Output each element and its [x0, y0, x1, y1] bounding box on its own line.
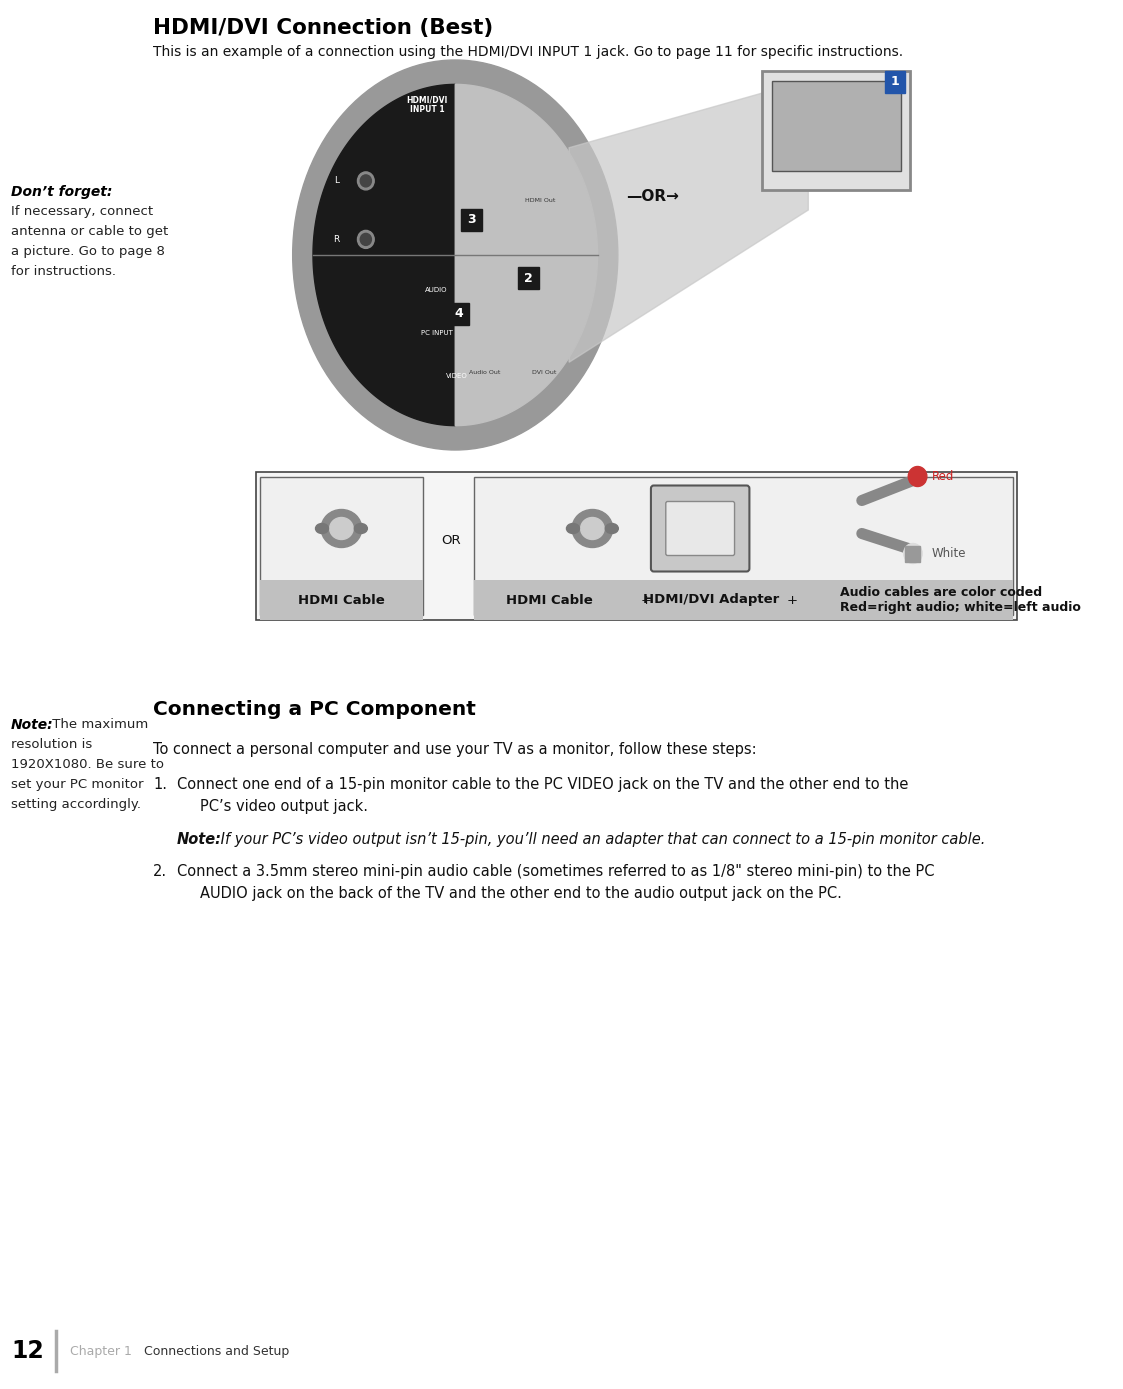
Bar — [261, 476, 422, 615]
Text: AUDIO: AUDIO — [426, 288, 448, 293]
Text: Audio Out: Audio Out — [468, 369, 500, 375]
Text: 1920X1080. Be sure to: 1920X1080. Be sure to — [11, 758, 164, 771]
Ellipse shape — [572, 510, 613, 547]
Bar — [448, 303, 468, 325]
Polygon shape — [313, 85, 455, 425]
Text: PC INPUT: PC INPUT — [421, 331, 453, 336]
Text: Connections and Setup: Connections and Setup — [144, 1345, 290, 1357]
Text: If your PC’s video output isn’t 15-pin, you’ll need an adapter that can connect : If your PC’s video output isn’t 15-pin, … — [217, 832, 986, 847]
Text: Don’t forget:: Don’t forget: — [11, 185, 112, 199]
Polygon shape — [569, 81, 809, 363]
FancyBboxPatch shape — [763, 71, 910, 189]
Text: Red: Red — [931, 469, 953, 483]
Text: L: L — [334, 176, 339, 185]
Bar — [518, 268, 539, 289]
Text: Connect one end of a 15-pin monitor cable to the PC VIDEO jack on the TV and the: Connect one end of a 15-pin monitor cabl… — [176, 776, 907, 792]
Text: Connect a 3.5mm stereo mini-pin audio cable (sometimes referred to as 1/8" stere: Connect a 3.5mm stereo mini-pin audio ca… — [176, 864, 934, 879]
Bar — [905, 546, 921, 561]
Text: HDMI Cable: HDMI Cable — [298, 593, 385, 607]
Text: 2: 2 — [524, 272, 532, 285]
FancyBboxPatch shape — [651, 486, 749, 571]
Polygon shape — [455, 85, 597, 425]
Bar — [772, 81, 901, 171]
Text: 3: 3 — [467, 214, 476, 226]
Text: AUDIO jack on the back of the TV and the other end to the audio output jack on t: AUDIO jack on the back of the TV and the… — [200, 886, 841, 901]
Text: —OR→: —OR→ — [626, 189, 679, 204]
Text: HDMI/DVI: HDMI/DVI — [407, 94, 448, 104]
Circle shape — [357, 231, 374, 249]
Text: R: R — [334, 235, 339, 244]
FancyBboxPatch shape — [666, 501, 734, 556]
Bar — [256, 472, 1017, 619]
Text: To connect a personal computer and use your TV as a monitor, follow these steps:: To connect a personal computer and use y… — [154, 742, 757, 757]
Bar — [261, 581, 422, 619]
Text: Connecting a PC Component: Connecting a PC Component — [154, 700, 476, 720]
Text: OR: OR — [441, 533, 460, 546]
Text: PC’s video output jack.: PC’s video output jack. — [200, 799, 367, 814]
Text: This is an example of a connection using the HDMI/DVI INPUT 1 jack. Go to page 1: This is an example of a connection using… — [154, 44, 903, 58]
Text: HDMI/DVI Adapter: HDMI/DVI Adapter — [642, 593, 779, 607]
Bar — [474, 581, 1013, 619]
Text: set your PC monitor: set your PC monitor — [11, 778, 144, 790]
Ellipse shape — [355, 524, 367, 533]
Bar — [885, 71, 905, 93]
Text: setting accordingly.: setting accordingly. — [11, 799, 141, 811]
Bar — [474, 476, 1013, 615]
Text: 1: 1 — [891, 75, 900, 88]
Text: Note:: Note: — [11, 718, 54, 732]
Ellipse shape — [316, 524, 329, 533]
Circle shape — [360, 175, 372, 188]
Text: for instructions.: for instructions. — [11, 265, 116, 278]
Text: Chapter 1: Chapter 1 — [70, 1345, 131, 1357]
Circle shape — [909, 467, 926, 486]
Text: antenna or cable to get: antenna or cable to get — [11, 225, 168, 238]
Text: The maximum: The maximum — [48, 718, 148, 731]
Circle shape — [904, 543, 922, 564]
Ellipse shape — [566, 524, 579, 533]
Text: 2.: 2. — [154, 864, 167, 879]
Ellipse shape — [321, 510, 362, 547]
Circle shape — [360, 233, 372, 246]
Ellipse shape — [293, 60, 618, 450]
Text: DVI Out: DVI Out — [532, 369, 557, 375]
Bar — [462, 208, 482, 231]
Text: 4: 4 — [454, 307, 463, 319]
Text: INPUT 1: INPUT 1 — [410, 106, 445, 114]
Text: +: + — [786, 593, 797, 607]
Text: resolution is: resolution is — [11, 738, 92, 751]
Text: 1.: 1. — [154, 776, 167, 792]
Text: 12: 12 — [11, 1339, 44, 1363]
Text: Audio cables are color coded: Audio cables are color coded — [840, 586, 1042, 599]
Ellipse shape — [605, 524, 619, 533]
Ellipse shape — [581, 518, 604, 539]
Text: White: White — [931, 547, 966, 560]
Text: +: + — [641, 593, 651, 607]
Text: a picture. Go to page 8: a picture. Go to page 8 — [11, 244, 165, 258]
Text: Note:: Note: — [176, 832, 221, 847]
Text: HDMI/DVI Connection (Best): HDMI/DVI Connection (Best) — [154, 18, 493, 38]
Text: If necessary, connect: If necessary, connect — [11, 206, 153, 218]
Text: Red=right audio; white=left audio: Red=right audio; white=left audio — [840, 601, 1081, 614]
Text: HDMI Cable: HDMI Cable — [505, 593, 593, 607]
Circle shape — [357, 172, 374, 190]
Ellipse shape — [330, 518, 354, 539]
Text: HDMI Out: HDMI Out — [524, 197, 555, 203]
Text: VIDEO: VIDEO — [446, 372, 467, 379]
